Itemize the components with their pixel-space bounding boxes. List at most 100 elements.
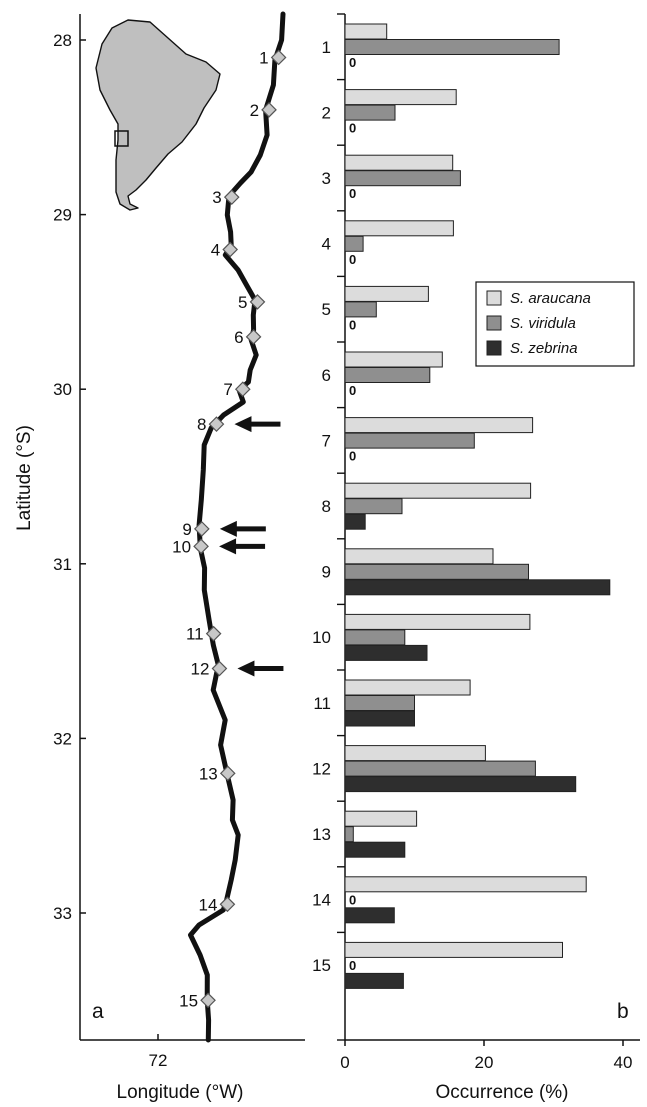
bar-araucana-site-7 [344,417,534,434]
bar-zebrina-site-15 [344,972,404,989]
site-category-label: 1 [322,38,331,57]
legend-swatch-zebrina [486,340,502,356]
sampling-site-label: 15 [179,991,198,1010]
sampling-site-marker [261,101,277,118]
sampling-site-label: 7 [223,380,232,399]
sampling-site-marker [249,294,266,310]
sampling-site-marker [208,416,225,432]
site-category-label: 10 [312,628,331,647]
bar-viridula-site-2 [344,104,396,121]
zero-value-label: 0 [349,958,356,973]
map-y-tick-label: 32 [53,729,72,748]
legend-label-zebrina: S. zebrina [510,340,578,357]
sampling-site-label: 1 [259,48,268,67]
zero-value-label: 0 [349,449,356,464]
bar-araucana-site-1 [344,23,388,40]
bar-viridula-site-12 [344,760,536,777]
legend-swatch-viridula [486,315,502,331]
site-category-label: 6 [322,366,331,385]
sampling-site-marker [223,189,240,205]
bar-araucana-site-9 [344,548,494,565]
site-category-label: 3 [322,169,331,188]
south-america-inset-map [95,19,221,211]
zero-value-label: 0 [349,121,356,136]
sampling-site-label: 2 [250,101,259,120]
bar-viridula-site-6 [344,367,431,383]
zero-value-label: 0 [349,317,356,332]
site-category-label: 7 [322,431,331,450]
sampling-site-label: 12 [191,660,210,679]
sampling-site-marker [200,992,216,1009]
site-category-label: 15 [312,956,331,975]
zero-value-label: 0 [349,252,356,267]
bar-viridula-site-11 [344,695,415,711]
arrow-head [219,538,237,555]
site-category-label: 12 [312,759,331,778]
bar-zebrina-site-11 [344,710,415,727]
sampling-site-label: 13 [199,764,218,783]
map-y-tick-label: 30 [53,380,72,399]
bar-x-tick-label: 20 [475,1053,494,1072]
bar-viridula-site-5 [344,301,377,318]
legend-label-araucana: S. araucana [510,290,591,307]
sampling-site-marker [219,896,236,913]
bar-araucana-site-6 [344,351,443,368]
site-category-label: 2 [322,103,331,122]
panel-letter-a: a [92,1000,104,1023]
bar-araucana-site-10 [344,613,531,630]
bar-x-axis-title: Occurrence (%) [435,1082,568,1103]
sampling-site-label: 4 [211,241,220,260]
bar-viridula-site-10 [344,629,406,646]
zero-value-label: 0 [349,186,356,201]
bar-araucana-site-15 [344,941,563,958]
zero-value-label: 0 [349,383,356,398]
sampling-site-label: 6 [234,328,243,347]
sampling-site-marker [234,381,251,398]
map-y-tick-label: 31 [53,555,72,574]
zero-value-label: 0 [349,55,356,70]
sampling-site-label: 14 [199,895,218,914]
site-category-label: 8 [322,497,331,516]
sampling-site-label: 5 [238,293,247,312]
bar-x-tick-label: 40 [614,1053,633,1072]
bar-araucana-site-14 [344,876,587,893]
sampling-site-label: 11 [186,625,204,644]
bar-araucana-site-3 [344,154,454,171]
site-category-label: 5 [322,300,331,319]
sampling-site-marker [211,660,228,677]
bar-viridula-site-7 [344,432,475,449]
bar-viridula-site-3 [344,170,461,187]
bar-viridula-site-8 [344,498,403,515]
bar-araucana-site-8 [344,482,532,499]
bar-x-tick-label: 0 [340,1053,349,1072]
bar-araucana-site-2 [344,89,457,106]
arrow-head [237,660,255,677]
bar-viridula-site-4 [344,235,364,252]
legend-label-viridula: S. viridula [510,315,576,332]
map-y-axis-title: Latitude (°S) [14,425,35,531]
site-category-label: 4 [322,235,331,254]
map-y-tick-label: 28 [53,31,72,50]
study-area-box [114,130,129,147]
sampling-site-marker [219,765,236,782]
site-category-label: 9 [322,563,331,582]
bar-araucana-site-5 [344,285,429,302]
legend-box [475,281,635,367]
sampling-site-marker [193,538,209,555]
site-category-label: 11 [313,694,331,713]
zero-value-label: 0 [349,892,356,907]
sampling-site-label: 8 [197,415,206,434]
panel-letter-b: b [617,1000,629,1023]
legend: S. araucana S. viridula S. zebrina [475,281,635,367]
sampling-site-label: 9 [182,520,191,539]
map-y-tick-label: 33 [53,904,72,923]
sampling-site-marker [245,328,262,345]
bar-zebrina-site-12 [344,776,577,793]
arrow-head [234,416,252,433]
bar-araucana-site-13 [344,810,418,827]
map-y-tick-label: 29 [53,206,72,225]
sampling-site-marker [205,625,222,642]
sampling-site-marker [193,521,210,537]
